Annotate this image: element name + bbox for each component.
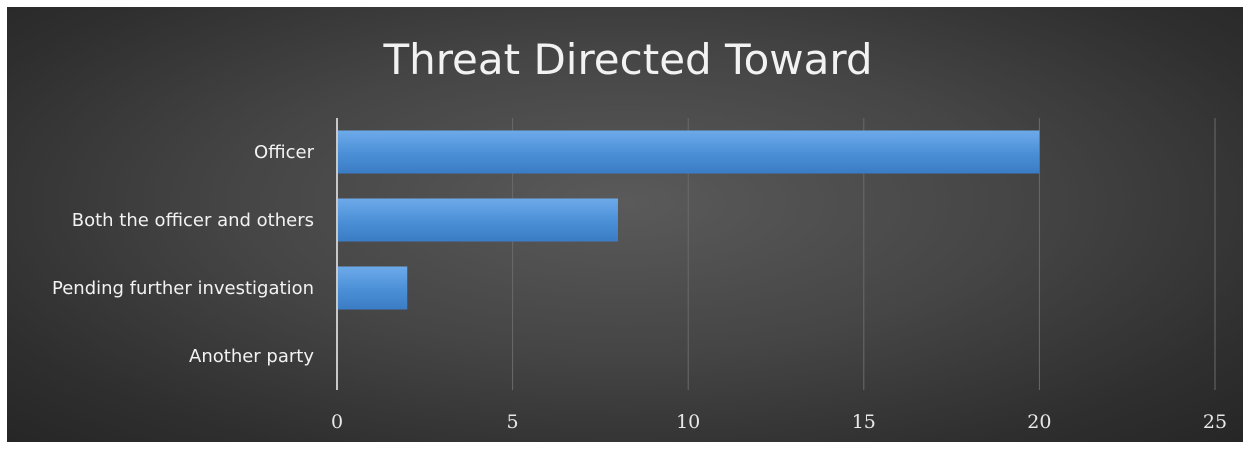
category-label: Another party (189, 346, 314, 367)
bar (337, 266, 408, 310)
x-tick-labels: 0 5 10 15 20 25 (331, 411, 1227, 433)
category-label: Officer (254, 142, 315, 163)
category-label: Pending further investigation (52, 278, 314, 299)
x-tick-label: 5 (507, 411, 519, 433)
bars (337, 130, 1040, 310)
x-tick-label: 0 (331, 411, 343, 433)
x-tick-label: 15 (852, 411, 876, 433)
x-tick-label: 20 (1027, 411, 1051, 433)
chart-frame (7, 7, 1243, 442)
category-label: Both the officer and others (72, 210, 314, 231)
bar (337, 130, 1040, 174)
x-tick-label: 25 (1203, 411, 1227, 433)
bar (337, 198, 618, 242)
x-tick-label: 10 (676, 411, 700, 433)
category-labels: Officer Both the officer and others Pendin… (52, 142, 315, 367)
chart-title: Threat Directed Toward (382, 35, 872, 84)
